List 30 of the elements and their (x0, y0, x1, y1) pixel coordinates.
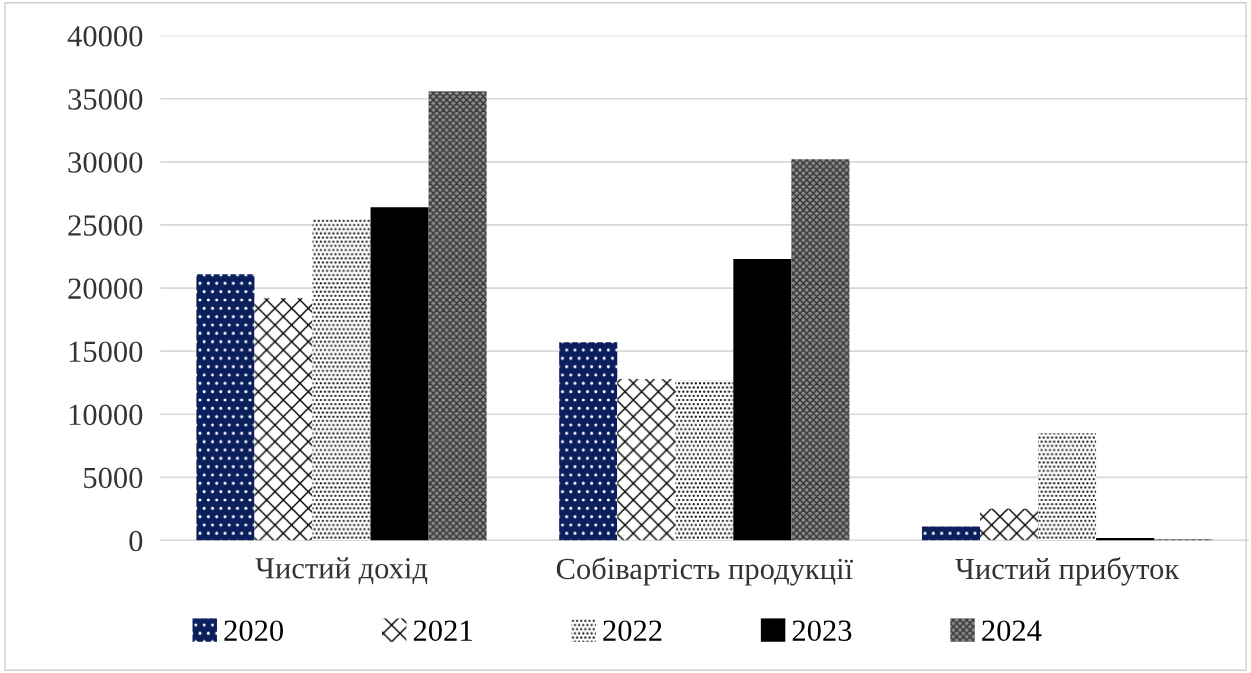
bar (1038, 433, 1097, 541)
legend-label: 2021 (413, 620, 472, 641)
bar (254, 298, 313, 541)
bar (733, 259, 792, 541)
y-tick-label: 0 (129, 530, 143, 552)
legend-label: 2024 (982, 620, 1042, 641)
y-tick-label: 25000 (68, 215, 143, 236)
y-tick-label: 20000 (68, 278, 143, 299)
y-tick-label: 30000 (68, 152, 143, 173)
bar (791, 159, 850, 541)
y-tick-label: 10000 (69, 404, 143, 426)
bar (559, 342, 618, 541)
bar (370, 207, 429, 541)
bar (980, 508, 1039, 541)
y-tick-label: 15000 (69, 341, 143, 363)
legend-label: 2023 (792, 620, 852, 641)
x-tick-label: Чистий прибуток (955, 557, 1180, 586)
y-tick-label: 5000 (84, 467, 143, 489)
bar (428, 91, 487, 541)
y-tick-label: 35000 (68, 89, 143, 110)
legend-label: 2020 (224, 620, 284, 641)
bar (675, 380, 734, 541)
y-tick-label: 40000 (67, 25, 143, 47)
x-tick-label: Чистий дохід (255, 557, 428, 585)
bar (312, 218, 371, 541)
bar (921, 526, 981, 541)
legend-label: 2022 (603, 620, 662, 641)
x-tick-label: Собівартість продукції (556, 557, 853, 586)
bar (196, 274, 255, 541)
bar (617, 378, 676, 541)
